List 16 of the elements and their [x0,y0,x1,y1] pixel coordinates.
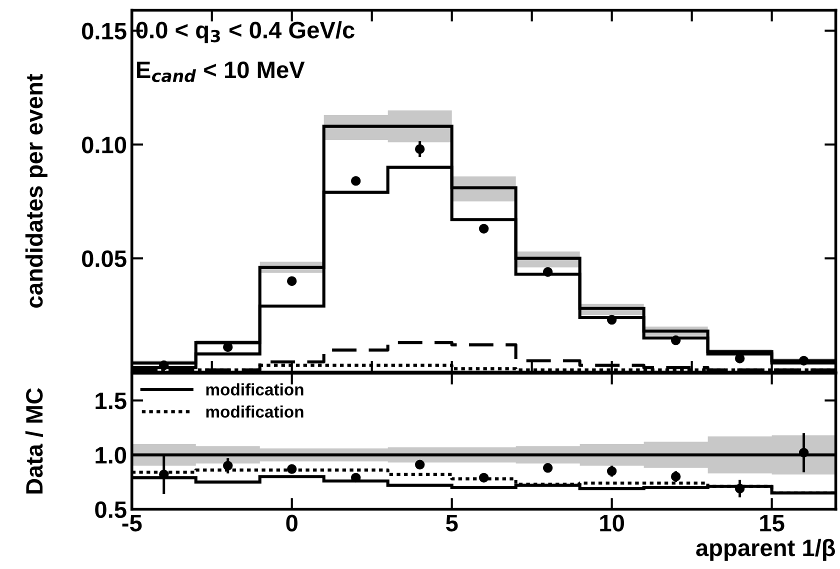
legend-label: modification [206,383,304,396]
annotation: E$_{cand}$ < 10 MeV [136,61,305,82]
x-tick-label: 0 [286,514,298,532]
y-tick-label: 0.10 [82,136,126,154]
annotation: 0.0 < q$_{3}$ < 0.4 GeV/c [136,21,354,44]
x-tick-label: 5 [446,514,458,532]
legend-label: modification [206,405,304,418]
y-tick-label: 0.05 [82,250,126,268]
y-tick-label: 1.0 [96,446,126,464]
y-axis-title: Data / MC [25,388,43,494]
y-axis-title: candidates per event [25,74,48,308]
y-tick-label: 1.5 [96,392,126,410]
x-tick-label: 15 [760,514,784,532]
y-tick-label: 0.15 [82,22,126,40]
x-axis-title: apparent 1/β [696,538,836,561]
x-tick-label: 10 [600,514,624,532]
